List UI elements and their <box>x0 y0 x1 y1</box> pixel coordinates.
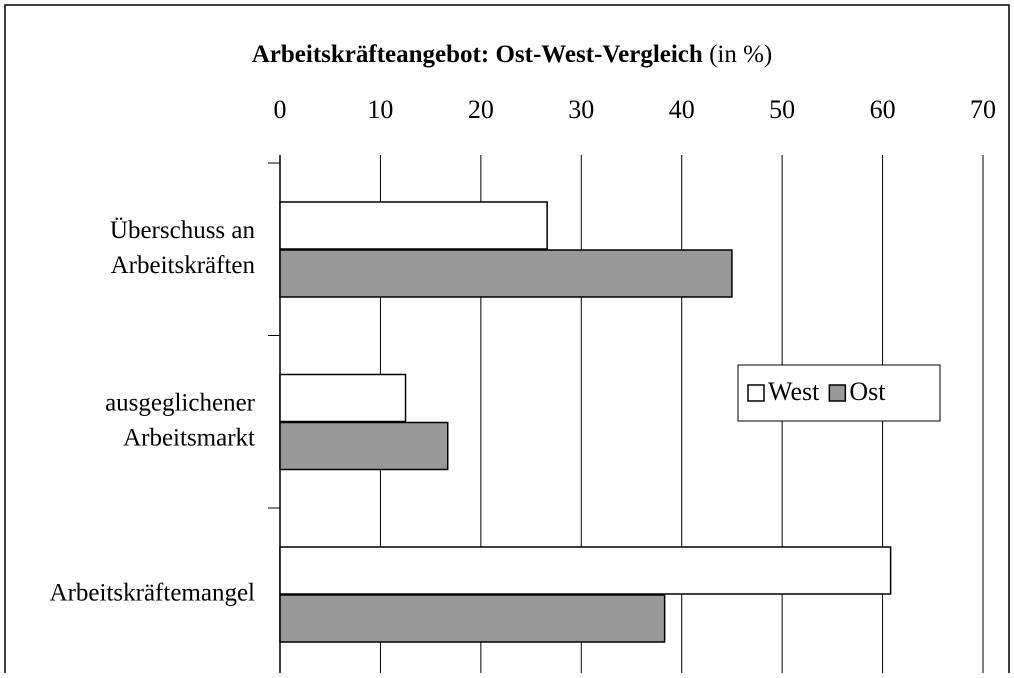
y-tick-label: Arbeitsmarkt <box>123 425 255 452</box>
x-tick-label: 40 <box>669 95 695 124</box>
y-tick-label: Arbeitskräftemangel <box>50 580 256 607</box>
y-tick-label: Überschuss an <box>110 217 256 244</box>
x-tick-label: 0 <box>274 95 287 124</box>
x-tick-label: 30 <box>568 95 594 124</box>
chart-title: Arbeitskräfteangebot: Ost-West-Vergleich… <box>252 41 772 68</box>
x-tick-label: 10 <box>367 95 393 124</box>
bar <box>279 421 449 471</box>
bar <box>279 249 733 298</box>
x-tick-label: 70 <box>970 95 996 124</box>
legend: West Ost <box>737 364 941 422</box>
bar <box>279 373 407 423</box>
legend-swatch <box>747 384 765 402</box>
legend-swatch <box>828 384 847 402</box>
legend-label: Ost <box>849 377 886 406</box>
bar <box>279 594 666 643</box>
y-tick-label: Arbeitskräften <box>111 252 256 279</box>
x-tick-label: 60 <box>870 95 896 124</box>
title-suffix: (in %) <box>709 41 772 68</box>
x-tick-label: 50 <box>769 95 795 124</box>
x-tick-label: 20 <box>468 95 494 124</box>
bar <box>279 201 548 250</box>
y-tick-label: ausgeglichener <box>105 390 256 417</box>
bar <box>279 546 892 595</box>
title-main: Arbeitskräfteangebot: Ost-West-Vergleich <box>252 41 703 68</box>
legend-label: West <box>768 377 820 406</box>
